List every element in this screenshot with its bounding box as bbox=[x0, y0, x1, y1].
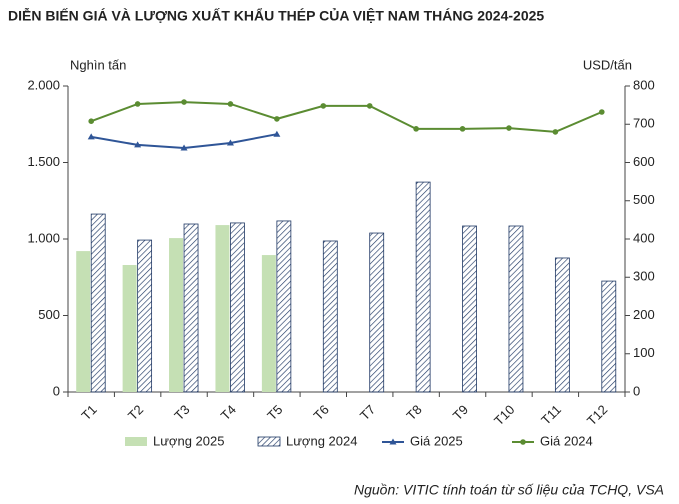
bar bbox=[508, 225, 524, 393]
bar bbox=[122, 265, 137, 392]
y2-tick-label: 300 bbox=[633, 269, 655, 284]
y2-tick-label: 200 bbox=[633, 307, 655, 322]
legend-item: Lượng 2025 bbox=[125, 433, 224, 448]
x-tick-label: T1 bbox=[78, 402, 99, 423]
bar bbox=[415, 181, 431, 393]
line-marker bbox=[552, 129, 559, 135]
bar bbox=[90, 213, 106, 393]
line-marker bbox=[506, 125, 512, 131]
bar bbox=[554, 257, 570, 393]
line-marker bbox=[273, 130, 281, 137]
line-marker bbox=[88, 118, 95, 124]
bar bbox=[183, 223, 199, 393]
bar bbox=[76, 251, 91, 392]
y2-tick-label: 600 bbox=[633, 154, 655, 169]
x-tick-label: T6 bbox=[311, 402, 332, 423]
y2-axis-label: USD/tấn bbox=[583, 57, 632, 72]
bar bbox=[230, 222, 245, 393]
legend-label: Lượng 2025 bbox=[153, 433, 224, 448]
line-marker bbox=[389, 438, 397, 445]
y2-tick-label: 400 bbox=[633, 230, 655, 245]
y-tick-label: 2.000 bbox=[27, 77, 60, 92]
line-marker bbox=[134, 141, 142, 148]
x-tick-label: T7 bbox=[357, 402, 378, 423]
x-tick-label: T2 bbox=[125, 402, 146, 423]
legend-label: Lượng 2024 bbox=[286, 433, 357, 448]
x-tick-label: T10 bbox=[491, 402, 517, 428]
bar bbox=[322, 240, 338, 393]
line-marker bbox=[227, 101, 234, 107]
x-tick-label: T11 bbox=[538, 402, 564, 428]
bar bbox=[215, 225, 230, 392]
line-marker bbox=[320, 103, 327, 109]
legend-swatch bbox=[125, 437, 147, 446]
y-tick-label: 0 bbox=[53, 383, 60, 398]
bar bbox=[169, 238, 184, 392]
line-marker bbox=[459, 126, 466, 132]
line-marker bbox=[87, 133, 95, 140]
line-marker bbox=[598, 109, 605, 115]
line-marker bbox=[366, 103, 373, 109]
x-tick-label: T4 bbox=[218, 402, 239, 423]
bar bbox=[462, 225, 477, 393]
x-tick-label: T5 bbox=[264, 402, 285, 423]
line-marker bbox=[413, 126, 419, 132]
y-tick-label: 1.000 bbox=[27, 230, 60, 245]
line-marker bbox=[180, 144, 188, 151]
line-marker bbox=[226, 139, 234, 146]
line-marker bbox=[134, 101, 141, 107]
bar bbox=[261, 255, 276, 392]
bar bbox=[601, 280, 617, 393]
x-tick-label: T8 bbox=[403, 402, 424, 423]
line bbox=[90, 101, 603, 133]
x-tick-label: T12 bbox=[584, 402, 610, 428]
legend-item: Giá 2024 bbox=[512, 433, 593, 448]
legend-label: Giá 2024 bbox=[540, 433, 593, 448]
x-tick-label: T9 bbox=[450, 402, 471, 423]
y2-tick-label: 800 bbox=[633, 77, 655, 92]
legend-swatch bbox=[257, 436, 281, 447]
source-note: Nguồn: VITIC tính toán từ số liệu của TC… bbox=[354, 482, 664, 498]
line-marker bbox=[274, 116, 280, 122]
legend-item: Giá 2025 bbox=[382, 433, 463, 448]
y-tick-label: 500 bbox=[38, 307, 60, 322]
line-marker bbox=[181, 99, 187, 105]
y-tick-label: 1.500 bbox=[27, 154, 60, 169]
legend-label: Giá 2025 bbox=[410, 433, 463, 448]
y2-tick-label: 500 bbox=[633, 192, 655, 207]
y2-tick-label: 0 bbox=[633, 383, 640, 398]
line-marker bbox=[520, 439, 526, 445]
bar bbox=[276, 220, 292, 393]
y2-tick-label: 700 bbox=[633, 116, 655, 131]
bar bbox=[369, 232, 385, 393]
y-axis-label: Nghìn tấn bbox=[70, 57, 126, 72]
y2-tick-label: 100 bbox=[633, 345, 655, 360]
bar bbox=[137, 239, 153, 393]
legend-item: Lượng 2024 bbox=[257, 433, 357, 448]
x-tick-label: T3 bbox=[171, 402, 192, 423]
chart-title: DIỄN BIẾN GIÁ VÀ LƯỢNG XUẤT KHẨU THÉP CỦ… bbox=[8, 7, 544, 24]
